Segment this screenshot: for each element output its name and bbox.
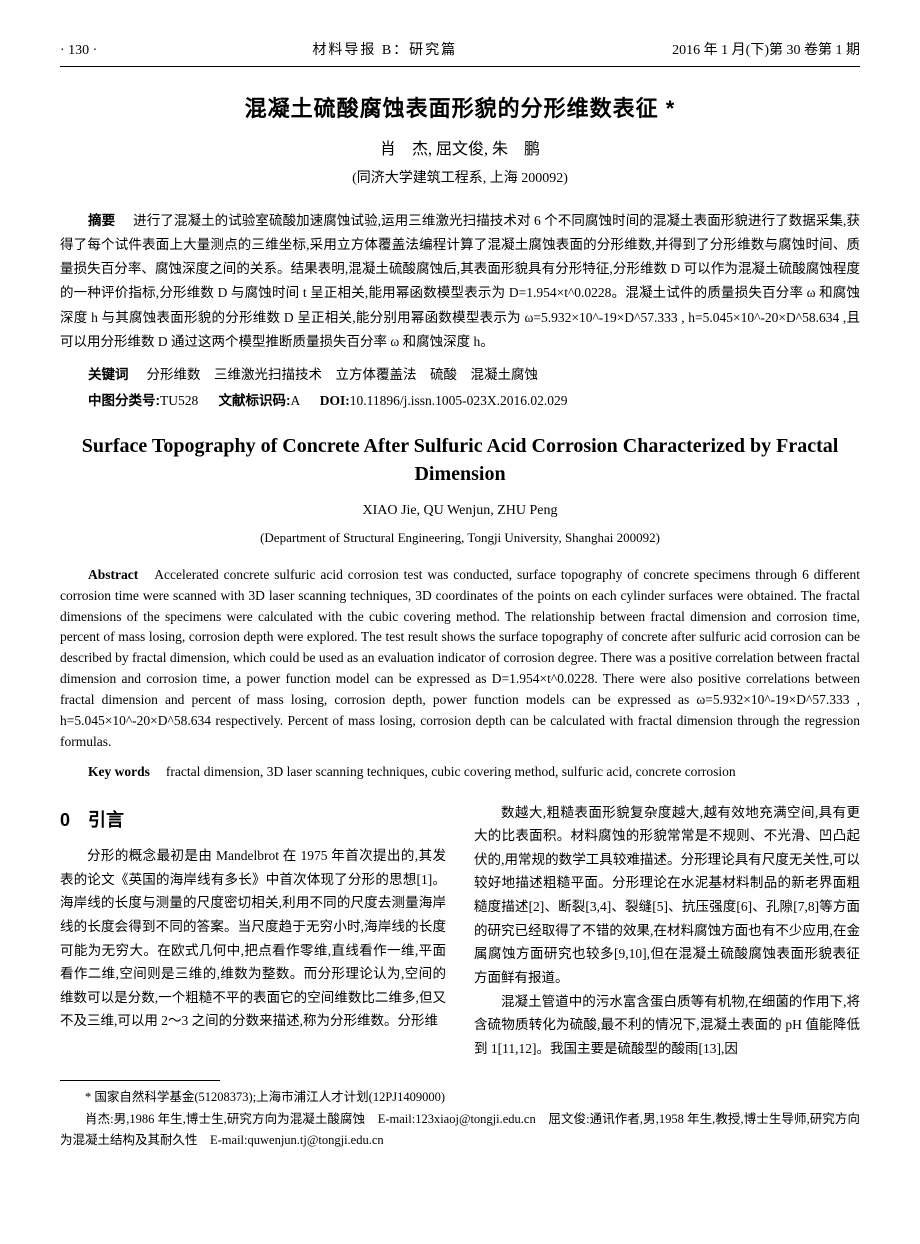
title-english: Surface Topography of Concrete After Sul…	[60, 432, 860, 488]
section-0-heading: 0 引言	[60, 805, 446, 837]
keywords-cn-label: 关键词	[88, 367, 129, 382]
doc-code-value: A	[291, 393, 300, 408]
body-columns: 0 引言 分形的概念最初是由 Mandelbrot 在 1975 年首次提出的,…	[60, 801, 860, 1061]
keywords-cn-text: 分形维数 三维激光扫描技术 立方体覆盖法 硫酸 混凝土腐蚀	[147, 367, 539, 382]
keywords-en-label: Key words	[88, 764, 150, 779]
footnote-rule	[60, 1080, 220, 1081]
keywords-chinese: 关键词 分形维数 三维激光扫描技术 立方体覆盖法 硫酸 混凝土腐蚀	[60, 364, 860, 386]
doc-code-label: 文献标识码:	[219, 393, 291, 408]
class-value: TU528	[160, 393, 198, 408]
abstract-chinese: 摘要进行了混凝土的试验室硫酸加速腐蚀试验,运用三维激光扫描技术对 6 个不同腐蚀…	[60, 209, 860, 355]
issue-info: 2016 年 1 月(下)第 30 卷第 1 期	[672, 40, 860, 62]
affiliation-chinese: (同济大学建筑工程系, 上海 200092)	[60, 168, 860, 190]
abstract-english: AbstractAccelerated concrete sulfuric ac…	[60, 565, 860, 753]
footnote-funding: * 国家自然科学基金(51208373);上海市浦江人才计划(12PJ14090…	[60, 1087, 860, 1108]
abstract-cn-label: 摘要	[88, 213, 115, 228]
keywords-en-text: fractal dimension, 3D laser scanning tec…	[166, 764, 736, 779]
authors-chinese: 肖 杰, 屈文俊, 朱 鹏	[60, 137, 860, 163]
class-label: 中图分类号:	[88, 393, 160, 408]
page-header: · 130 · 材料导报 B：研究篇 2016 年 1 月(下)第 30 卷第 …	[60, 40, 860, 67]
body-paragraph-3: 混凝土管道中的污水富含蛋白质等有机物,在细菌的作用下,将含硫物质转化为硫酸,最不…	[474, 990, 860, 1061]
abstract-en-text: Accelerated concrete sulfuric acid corro…	[60, 567, 860, 749]
classification-line: 中图分类号:TU528 文献标识码:A DOI:10.11896/j.issn.…	[60, 390, 860, 412]
title-chinese: 混凝土硫酸腐蚀表面形貌的分形维数表征 *	[60, 91, 860, 126]
keywords-english: Key words fractal dimension, 3D laser sca…	[60, 761, 860, 783]
body-paragraph-2: 数越大,粗糙表面形貌复杂度越大,越有效地充满空间,具有更大的比表面积。材料腐蚀的…	[474, 801, 860, 990]
doi-value: 10.11896/j.issn.1005-023X.2016.02.029	[350, 393, 568, 408]
doi-label: DOI:	[320, 393, 350, 408]
authors-english: XIAO Jie, QU Wenjun, ZHU Peng	[60, 500, 860, 522]
journal-name: 材料导报 B：研究篇	[312, 40, 457, 62]
footnotes: * 国家自然科学基金(51208373);上海市浦江人才计划(12PJ14090…	[60, 1087, 860, 1151]
abstract-en-label: Abstract	[88, 567, 138, 582]
body-paragraph-1: 分形的概念最初是由 Mandelbrot 在 1975 年首次提出的,其发表的论…	[60, 844, 446, 1033]
footnote-authors: 肖杰:男,1986 年生,博士生,研究方向为混凝土酸腐蚀 E-mail:123x…	[60, 1109, 860, 1152]
affiliation-english: (Department of Structural Engineering, T…	[60, 528, 860, 549]
page-number: · 130 ·	[60, 40, 97, 62]
abstract-cn-text: 进行了混凝土的试验室硫酸加速腐蚀试验,运用三维激光扫描技术对 6 个不同腐蚀时间…	[60, 213, 860, 349]
